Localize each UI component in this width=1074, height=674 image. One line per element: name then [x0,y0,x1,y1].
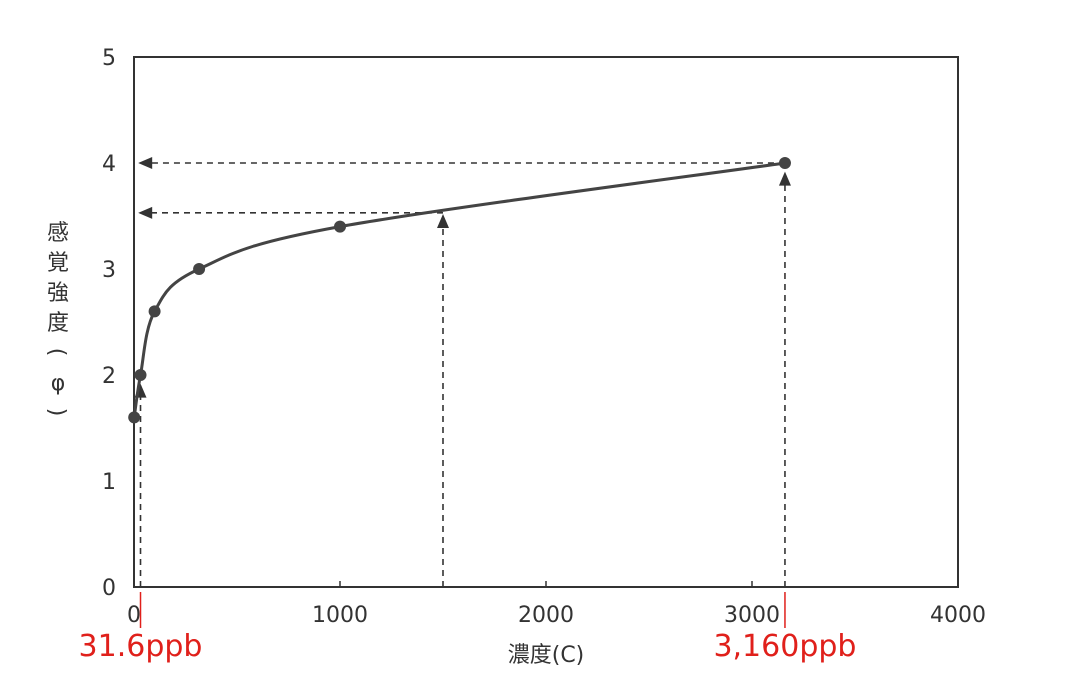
y-axis-title-char: 度 [47,311,69,336]
x-tick-label: 2000 [518,603,574,628]
reference-arrow-head [437,214,449,228]
reference-lines [134,157,791,587]
y-tick-labels: 0 1 2 3 4 5 [102,46,116,601]
x-tick-label: 4000 [930,603,986,628]
y-tick-label: 3 [102,258,116,283]
x-tick-label: 3000 [724,603,780,628]
annotation-label: 3,160ppb [713,629,856,664]
y-axis-title-char: ) [44,408,69,417]
x-tick-labels: 0 1000 2000 3000 4000 [127,581,986,628]
data-point [334,220,346,233]
data-points [128,157,791,424]
y-tick-label: 2 [102,364,116,389]
y-axis-title-char: 覚 [47,251,69,276]
data-point [778,157,791,169]
y-tick-label: 4 [102,152,116,177]
x-tick-label: 0 [127,603,141,628]
data-point [148,305,161,318]
data-point [193,263,206,275]
data-point [134,369,147,381]
y-axis-title-char: ( [44,348,69,357]
reference-arrow-head [138,206,153,219]
annotations: 31.6ppb 3,160ppb [79,592,856,664]
y-axis-title-char: 感 [47,221,69,246]
y-tick-label: 5 [102,46,116,71]
reference-arrow-head [778,171,791,186]
y-tick-label: 1 [102,470,116,495]
plot-area-frame [133,56,959,588]
reference-arrow-head [138,157,153,169]
y-axis-title-char: 強 [47,281,69,306]
y-tick-label: 0 [102,576,116,601]
annotation-label: 31.6ppb [79,629,203,664]
data-point [128,411,141,424]
x-tick-label: 1000 [312,603,368,628]
series-line [132,161,786,418]
x-axis-title: 濃度(C) [508,643,585,668]
y-axis-title-char: φ [51,371,66,396]
